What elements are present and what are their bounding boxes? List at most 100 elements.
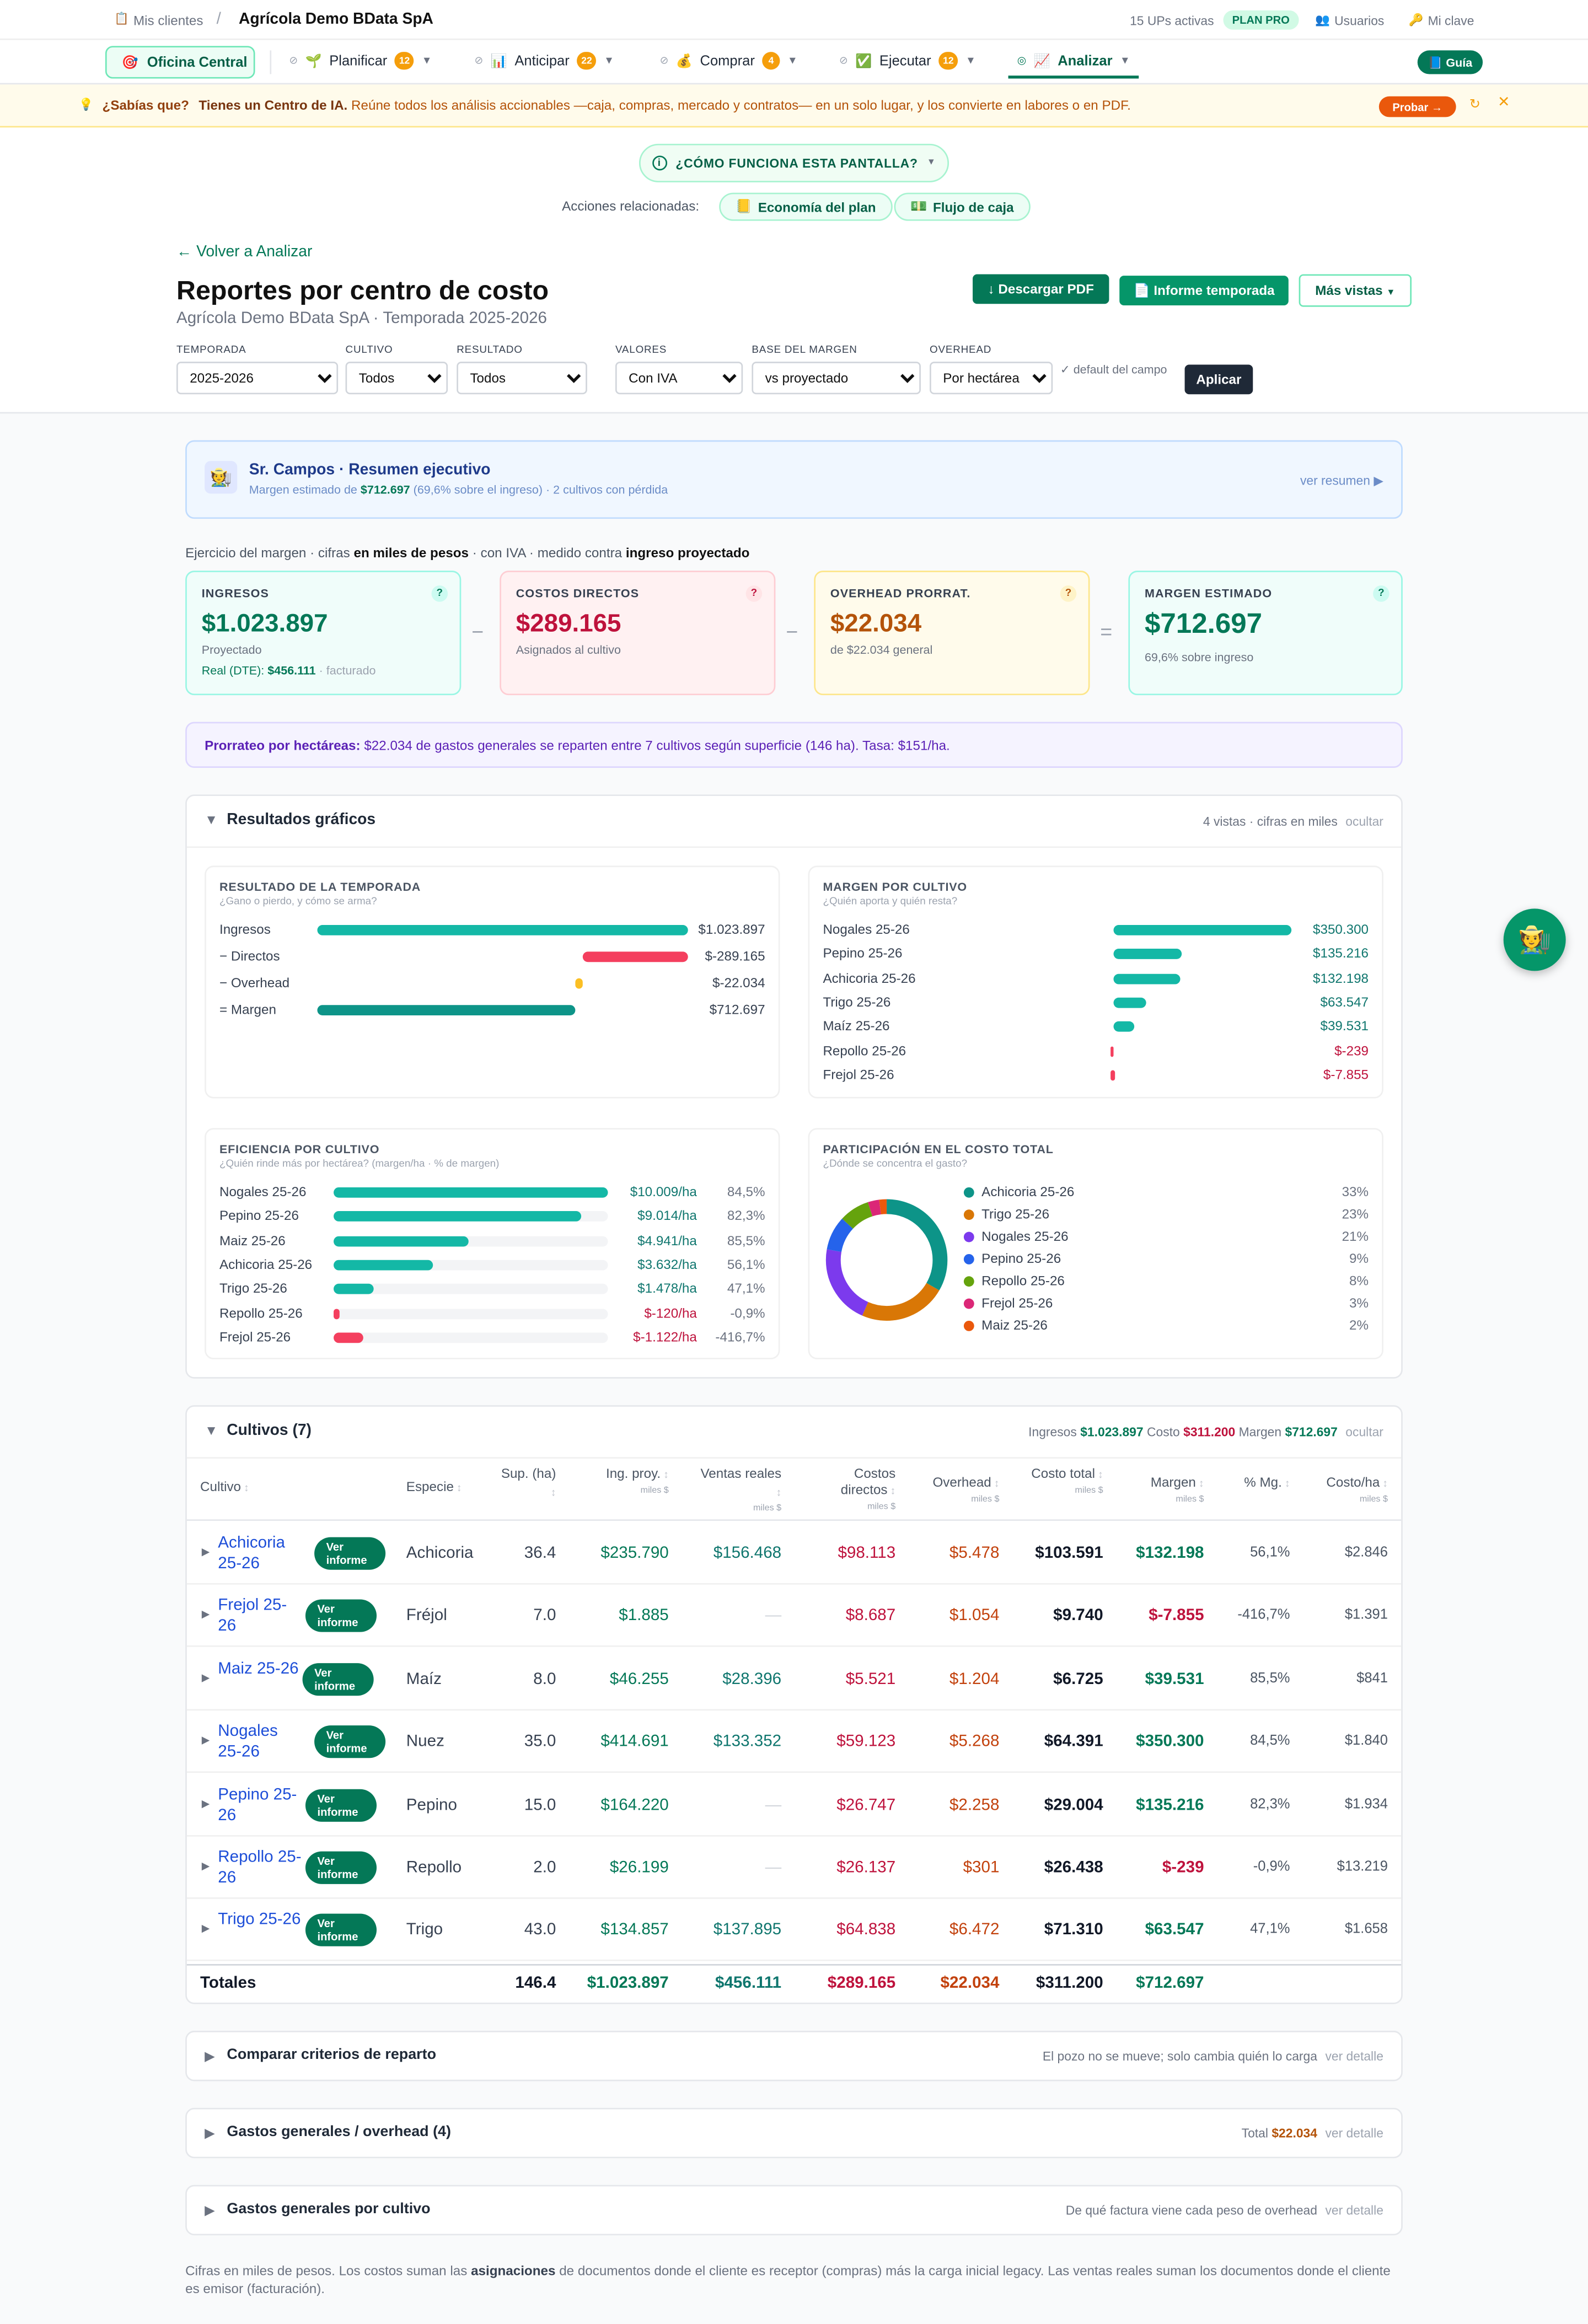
related-flujo[interactable]: 💵 Flujo de caja <box>894 192 1031 221</box>
breadcrumb-clients[interactable]: Mis clientes <box>133 13 203 29</box>
table-row[interactable] <box>186 1837 1402 1899</box>
view-report-button[interactable]: Ver informe <box>305 1600 377 1633</box>
assistant-avatar-button[interactable]: 🧑‍🌾 <box>1503 908 1566 971</box>
equals-operator: = <box>1100 620 1113 644</box>
nav-ejecutar[interactable]: ⊘ ✅ Ejecutar 12 ▼ <box>839 52 976 70</box>
table-row[interactable] <box>186 1648 1402 1710</box>
gastos-cultivo-section[interactable]: ▶ Gastos generales por cultivo De qué fa… <box>185 2185 1403 2236</box>
totals-cell: $311.200 <box>1036 1974 1103 1993</box>
crop-name-link[interactable]: Achicoria 25-26 <box>218 1534 285 1573</box>
legend-value: 8% <box>1349 1273 1369 1288</box>
help-icon[interactable]: ? <box>431 585 448 602</box>
table-row[interactable] <box>186 1774 1402 1836</box>
tip-cta-button[interactable]: Probar → <box>1378 96 1456 117</box>
crop-name-link[interactable]: Frejol 25-26 <box>218 1597 287 1636</box>
more-views-button[interactable]: Más vistas ▼ <box>1299 274 1412 307</box>
totals-cell: $712.697 <box>1136 1974 1204 1993</box>
table-header-9[interactable]: % Mg. ↕ <box>1223 1475 1290 1493</box>
table-header-7[interactable]: Costo total ↕ miles $ <box>1029 1466 1103 1500</box>
refresh-icon[interactable]: ↻ <box>1469 96 1481 111</box>
nav-anticipar[interactable]: ⊘ 📊 Anticipar 22 ▼ <box>475 52 614 70</box>
expand-row-icon[interactable]: ▶ <box>201 1610 210 1621</box>
table-header-3[interactable]: Ing. proy. ↕ miles $ <box>580 1466 669 1500</box>
chart-participacion-title: PARTICIPACIÓN EN EL COSTO TOTAL <box>823 1143 1054 1156</box>
nav-planificar[interactable]: ⊘ 🌱 Planificar 12 ▼ <box>289 52 432 70</box>
close-icon[interactable]: ✕ <box>1497 95 1510 111</box>
chevron-down-icon: ▼ <box>787 55 798 66</box>
gastos-link[interactable]: ver detalle <box>1325 2126 1383 2141</box>
chart-bar <box>334 1187 608 1198</box>
users-link[interactable]: Usuarios <box>1334 13 1385 29</box>
expand-row-icon[interactable]: ▶ <box>201 1673 210 1684</box>
comparar-section[interactable]: ▶ Comparar criterios de reparto El pozo … <box>185 2031 1403 2081</box>
gastos-cultivo-link[interactable]: ver detalle <box>1325 2202 1383 2218</box>
legend-label: Achicoria 25-26 <box>981 1184 1075 1199</box>
nav-comprar[interactable]: ⊘ 💰 Comprar 4 ▼ <box>660 52 798 70</box>
nav-home[interactable]: 🎯 Oficina Central <box>105 46 255 79</box>
crop-name-link[interactable]: Pepino 25-26 <box>218 1785 297 1825</box>
graficos-hide-link[interactable]: ocultar <box>1345 814 1383 829</box>
table-row[interactable] <box>186 1711 1402 1773</box>
related-economia-label: Economía del plan <box>758 199 876 214</box>
help-icon[interactable]: ? <box>745 585 763 602</box>
table-header-5[interactable]: Costos directos ↕ miles $ <box>814 1466 895 1516</box>
guide-button[interactable]: 📘 Guía <box>1417 50 1483 74</box>
view-report-button[interactable]: Ver informe <box>302 1663 374 1696</box>
crop-name-link[interactable]: Repollo 25-26 <box>218 1848 302 1887</box>
chart-category-label: Maíz 25-26 <box>823 1018 890 1034</box>
chart-category-label: Frejol 25-26 <box>219 1329 291 1344</box>
view-report-button[interactable]: Ver informe <box>305 1914 377 1947</box>
expand-row-icon[interactable]: ▶ <box>201 1547 210 1558</box>
page-title: Reportes por centro de costo <box>176 276 549 305</box>
cultivos-header[interactable]: ▼ Cultivos (7) <box>205 1422 312 1439</box>
expand-row-icon[interactable]: ▶ <box>201 1736 210 1747</box>
filter-temporada[interactable]: 2025-2026 <box>176 362 339 395</box>
help-icon[interactable]: ? <box>1373 585 1390 602</box>
view-report-button[interactable]: Ver informe <box>305 1788 377 1821</box>
help-icon[interactable]: ? <box>1060 585 1077 602</box>
table-header-1[interactable]: Especie ↕ <box>406 1480 462 1494</box>
table-header-6[interactable]: Overhead ↕ miles $ <box>918 1475 999 1509</box>
graficos-header[interactable]: ▼ Resultados gráficos <box>205 811 375 829</box>
filter-cultivo[interactable]: Todos <box>345 362 448 395</box>
view-report-button[interactable]: Ver informe <box>314 1537 386 1570</box>
download-pdf-button[interactable]: ↓ Descargar PDF <box>973 274 1109 304</box>
table-header-10[interactable]: Costo/ha ↕ miles $ <box>1299 1475 1388 1509</box>
filter-base[interactable]: vs proyectado <box>752 362 921 395</box>
table-row[interactable] <box>186 1900 1402 1962</box>
table-header-8[interactable]: Margen ↕ miles $ <box>1130 1475 1204 1509</box>
executive-summary[interactable]: 🧑‍🌾 Sr. Campos · Resumen ejecutivo Marge… <box>185 440 1403 519</box>
summary-link[interactable]: ver resumen ▶ <box>1300 472 1383 488</box>
table-cell: Fréjol <box>406 1607 447 1626</box>
informe-temporada-button[interactable]: 📄 Informe temporada <box>1119 276 1289 305</box>
table-header-4[interactable]: Ventas reales ↕ miles $ <box>700 1466 781 1518</box>
crop-name-link[interactable]: Trigo 25-26 <box>218 1911 301 1929</box>
table-header-2[interactable]: Sup. (ha) ↕ <box>497 1466 556 1502</box>
sort-icon: ↕ <box>453 1483 462 1494</box>
filter-resultado[interactable]: Todos <box>457 362 587 395</box>
related-economia[interactable]: 📒 Economía del plan <box>719 192 893 221</box>
comparar-link[interactable]: ver detalle <box>1325 2048 1383 2064</box>
password-link[interactable]: Mi clave <box>1428 13 1474 29</box>
table-header-0[interactable]: Cultivo ↕ <box>200 1480 249 1494</box>
expand-row-icon[interactable]: ▶ <box>201 1862 210 1873</box>
table-row[interactable] <box>186 1523 1402 1585</box>
gastos-section[interactable]: ▶ Gastos generales / overhead (4) Total … <box>185 2107 1403 2159</box>
how-it-works-button[interactable]: i ¿CÓMO FUNCIONA ESTA PANTALLA? ▼ <box>639 143 949 182</box>
table-cell: Achicoria <box>406 1545 474 1563</box>
expand-row-icon[interactable]: ▶ <box>201 1924 210 1935</box>
back-link[interactable]: ← Volver a Analizar <box>176 243 313 261</box>
crop-name-link[interactable]: Maiz 25-26 <box>218 1660 299 1678</box>
cultivos-hide-link[interactable]: ocultar <box>1345 1424 1383 1440</box>
nav-analizar[interactable]: ◎ 📈 Analizar ▼ <box>1008 46 1139 79</box>
view-report-button[interactable]: Ver informe <box>305 1851 377 1884</box>
crop-name-link[interactable]: Nogales 25-26 <box>218 1723 278 1762</box>
lightbulb-icon: 💡 <box>78 98 94 111</box>
table-row[interactable] <box>186 1585 1402 1648</box>
filter-valores[interactable]: Con IVA <box>615 362 743 395</box>
apply-button[interactable]: Aplicar <box>1184 364 1253 395</box>
filter-overhead[interactable]: Por hectárea <box>930 362 1053 395</box>
chart-value-label: $4.941/ha <box>637 1233 697 1248</box>
view-report-button[interactable]: Ver informe <box>314 1725 386 1758</box>
expand-row-icon[interactable]: ▶ <box>201 1799 210 1810</box>
